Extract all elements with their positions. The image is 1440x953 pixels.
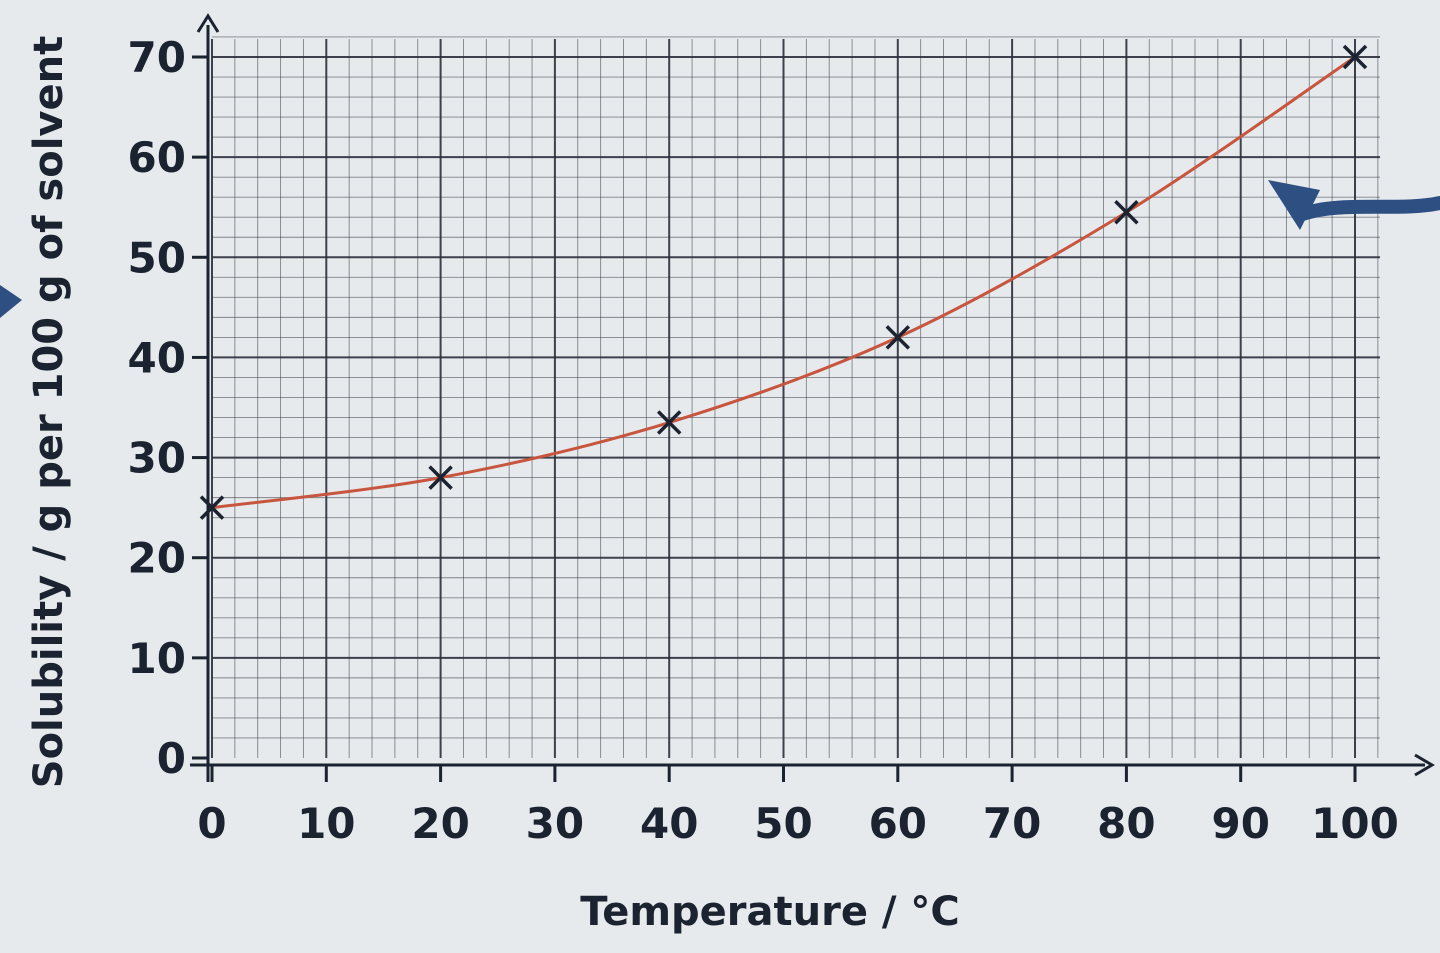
callout-arrow-right (1293, 196, 1440, 222)
x-tick-label: 80 (1097, 799, 1155, 848)
x-tick-label: 70 (983, 799, 1041, 848)
x-tick-label: 100 (1311, 799, 1399, 848)
y-axis-title: Solubility / g per 100 g of solvent (26, 36, 72, 788)
y-tick-label: 30 (128, 434, 186, 483)
axes (190, 13, 1435, 782)
x-axis-title: Temperature / °C (580, 889, 960, 935)
y-tick-label: 60 (128, 133, 186, 182)
y-tick-label: 10 (128, 634, 186, 683)
x-axis-arrowhead (1414, 753, 1435, 777)
callout-arrowhead-right (1268, 180, 1320, 230)
y-tick-label: 50 (128, 233, 186, 282)
data-point-marker (199, 495, 225, 520)
y-tick-label: 20 (128, 534, 186, 583)
data-point-marker (428, 465, 453, 490)
callout-arrow-left (0, 285, 22, 318)
x-tick-label: 60 (869, 799, 927, 848)
data-point-marker (885, 325, 911, 350)
x-tick-label: 40 (640, 799, 698, 848)
data-point-marker (656, 410, 682, 435)
data-point-markers (199, 44, 1368, 520)
x-tick-label: 90 (1211, 799, 1269, 848)
x-tick-label: 30 (526, 799, 584, 848)
x-tick-label: 10 (297, 799, 355, 848)
x-tick-label: 20 (411, 799, 469, 848)
x-tick-label: 50 (754, 799, 812, 848)
x-tick-labels: 0 10 20 30 40 50 60 70 80 90 100 (197, 799, 1398, 848)
best-fit-curve (211, 55, 1356, 510)
data-point-marker (1114, 199, 1139, 225)
y-axis-arrowhead (196, 13, 220, 33)
y-tick-labels: 0 10 20 30 40 50 60 70 (128, 33, 186, 783)
y-tick-label: 70 (128, 33, 186, 82)
x-tick-label: 0 (197, 799, 226, 848)
grid (211, 36, 1380, 758)
tick-marks (192, 55, 1357, 782)
y-tick-label: 40 (128, 333, 186, 382)
y-tick-label: 0 (157, 734, 186, 783)
data-point-marker (1342, 44, 1368, 70)
